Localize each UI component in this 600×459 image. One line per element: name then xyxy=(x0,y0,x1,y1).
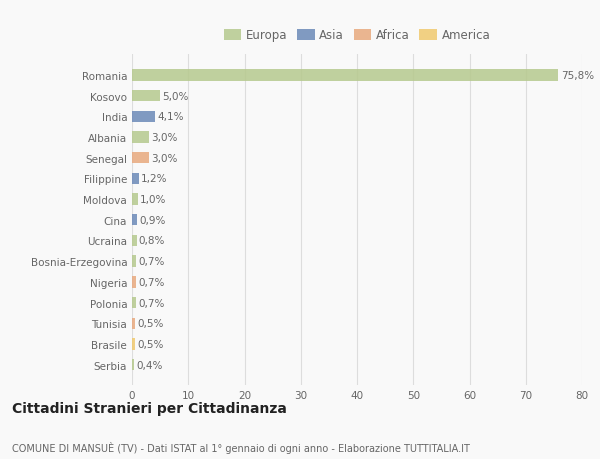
Bar xyxy=(132,318,135,329)
Text: 4,1%: 4,1% xyxy=(157,112,184,122)
Text: 1,2%: 1,2% xyxy=(141,174,167,184)
Text: 0,7%: 0,7% xyxy=(138,257,164,267)
Text: 3,0%: 3,0% xyxy=(151,153,178,163)
Bar xyxy=(132,215,137,226)
Bar xyxy=(132,297,136,308)
Bar xyxy=(132,132,149,143)
Text: 75,8%: 75,8% xyxy=(560,71,594,81)
Bar xyxy=(132,359,134,370)
Bar xyxy=(132,112,155,123)
Bar xyxy=(132,194,137,205)
Text: 0,7%: 0,7% xyxy=(138,277,164,287)
Text: 1,0%: 1,0% xyxy=(140,195,166,205)
Bar xyxy=(132,256,136,267)
Text: 0,4%: 0,4% xyxy=(137,360,163,370)
Text: 0,9%: 0,9% xyxy=(139,215,166,225)
Bar xyxy=(132,235,137,246)
Bar xyxy=(132,70,559,81)
Bar xyxy=(132,277,136,288)
Text: COMUNE DI MANSUÈ (TV) - Dati ISTAT al 1° gennaio di ogni anno - Elaborazione TUT: COMUNE DI MANSUÈ (TV) - Dati ISTAT al 1°… xyxy=(12,442,470,453)
Text: 0,5%: 0,5% xyxy=(137,339,163,349)
Bar xyxy=(132,153,149,164)
Text: 3,0%: 3,0% xyxy=(151,133,178,143)
Text: 5,0%: 5,0% xyxy=(163,91,189,101)
Text: 0,5%: 0,5% xyxy=(137,319,163,329)
Bar xyxy=(132,339,135,350)
Text: Cittadini Stranieri per Cittadinanza: Cittadini Stranieri per Cittadinanza xyxy=(12,402,287,415)
Bar xyxy=(132,174,139,185)
Bar xyxy=(132,91,160,102)
Text: 0,8%: 0,8% xyxy=(139,236,165,246)
Legend: Europa, Asia, Africa, America: Europa, Asia, Africa, America xyxy=(219,25,495,47)
Text: 0,7%: 0,7% xyxy=(138,298,164,308)
